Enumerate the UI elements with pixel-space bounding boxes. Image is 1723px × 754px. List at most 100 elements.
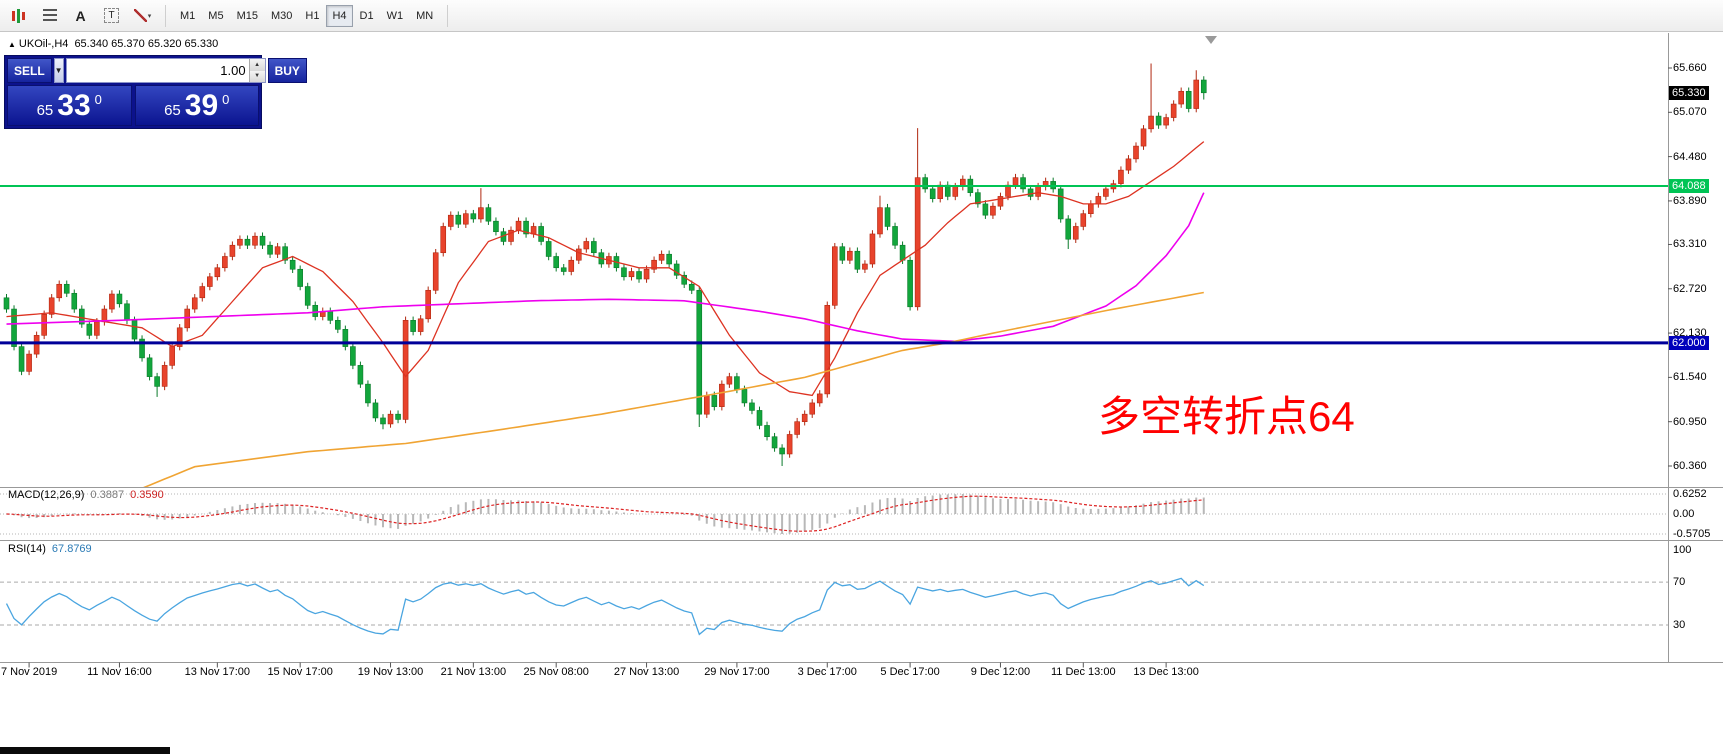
price-axis-label: 63.890 [1673,194,1707,207]
timeframe-m1[interactable]: M1 [174,5,201,27]
toolbar-separator [447,4,449,27]
time-axis-label: 13 Nov 17:00 [184,666,251,678]
one-click-trade-panel: SELL ▼ ▲ ▼ BUY 65 33 0 65 39 0 [4,55,307,129]
trade-panel-controls: SELL ▼ ▲ ▼ BUY [7,58,307,83]
rsi-value: 67.8769 [51,543,92,555]
chart-marker-icon: ▲ [8,40,16,49]
time-axis-label: 25 Nov 08:00 [523,666,589,678]
time-axis-label: 13 Dec 13:00 [1133,666,1199,678]
macd-axis-label: 0.6252 [1673,488,1707,500]
timeframe-w1[interactable]: W1 [381,5,410,27]
price-axis-label: 62.720 [1673,282,1707,295]
chart-ohlc-values: 65.340 65.370 65.320 65.330 [74,38,219,50]
blue-level-badge: 62.000 [1669,335,1709,350]
stepper-down-icon[interactable]: ▼ [249,70,265,82]
candlestick-style-icon[interactable] [4,3,33,29]
macd-histogram [13,494,1205,534]
dropdown-caret-icon: ▾ [147,12,152,20]
chart-symbol-period: UKOil-,H4 [18,38,69,50]
rsi-line [5,577,1205,636]
macd-signal-value: 0.3590 [130,489,164,501]
ma-mid-magenta [6,192,1205,343]
rsi-axis-label: 70 [1673,576,1686,589]
price-axis-label: 64.480 [1673,150,1707,163]
macd-axis-label: 0.00 [1673,508,1695,520]
sell-button[interactable]: SELL [7,58,52,83]
volume-field: ▲ ▼ [65,58,266,83]
rsi-axis-label: 30 [1673,618,1686,631]
time-axis-label: 11 Dec 13:00 [1050,666,1116,678]
time-axis-label: 3 Dec 17:00 [797,666,857,678]
trade-panel-prices: 65 33 0 65 39 0 [7,85,259,126]
price-axis-label: 63.310 [1673,238,1707,251]
timeframe-h4[interactable]: H4 [326,4,353,27]
indicator-list-icon[interactable] [35,3,64,29]
bottom-edge-bar [0,747,170,754]
sell-price-big: 33 [57,89,91,122]
price-axis-label: 60.360 [1673,459,1707,472]
toolbar: A T ▾ M1 M5 M15 M30 H1 H4 D1 W1 MN [0,0,1723,32]
chart-text-annotation: 多空转折点64 [1098,393,1355,440]
rsi-axis-label: 100 [1673,544,1692,556]
chevron-down-icon: ▼ [54,66,63,75]
timeframe-mn[interactable]: MN [410,5,439,27]
timeframe-m15[interactable]: M15 [231,5,264,27]
text-label-icon[interactable]: A [66,3,95,29]
price-axis-label: 65.660 [1673,62,1707,74]
timeframe-m30[interactable]: M30 [265,5,298,27]
timeframe-bar: M1 M5 M15 M30 H1 H4 D1 W1 MN [174,4,439,27]
chart-header: ▲ UKOil-,H4 65.340 65.370 65.320 65.330 [8,38,218,50]
order-type-dropdown[interactable]: ▼ [53,58,64,83]
green-level-badge: 64.088 [1669,179,1709,194]
buy-price-base: 65 [164,102,181,119]
volume-input[interactable] [66,59,249,82]
mini-candle [17,8,20,23]
macd-name: MACD(12,26,9) [8,489,85,501]
time-axis-label: 7 Nov 2019 [0,666,58,678]
time-axis-label: 11 Nov 16:00 [87,666,152,678]
buy-price-sup: 0 [222,92,230,107]
letter-t-glyph: T [104,8,119,23]
time-axis-label: 15 Nov 17:00 [267,666,333,678]
sell-price-base: 65 [36,102,54,119]
time-axis-label: 19 Nov 13:00 [357,666,424,678]
timeframe-m5[interactable]: M5 [202,5,229,27]
price-axis-label: 61.540 [1673,371,1707,384]
buy-price-button[interactable]: 65 39 0 [134,85,259,126]
timeframe-h1[interactable]: H1 [299,5,325,27]
macd-main-value: 0.3887 [90,489,125,501]
price-axis-label: 60.950 [1673,415,1707,428]
text-box-icon[interactable]: T [97,3,126,29]
sell-price-sup: 0 [94,92,102,107]
stepper-up-icon[interactable]: ▲ [249,59,265,71]
macd-label: MACD(12,26,9) 0.3887 0.3590 [8,489,164,501]
trendline-glyph [133,9,147,22]
letter-a-glyph: A [75,7,86,24]
current-price-badge: 65.330 [1669,85,1709,100]
price-axis-label: 65.070 [1673,106,1707,119]
ma-slow-yellow [141,291,1204,488]
buy-price-big: 39 [184,89,219,122]
line-studies-icon[interactable]: ▾ [128,3,157,29]
candles-layer [3,63,1207,466]
list-lines-glyph [42,9,57,22]
time-axis-label: 5 Dec 17:00 [880,666,940,678]
time-axis-label: 9 Dec 12:00 [970,666,1031,678]
time-axis-label: 29 Nov 17:00 [704,666,770,678]
time-axis-label: 27 Nov 13:00 [613,666,680,678]
volume-stepper: ▲ ▼ [248,59,265,82]
buy-button[interactable]: BUY [267,58,307,83]
macd-axis-label: -0.5705 [1673,528,1711,540]
toolbar-separator [165,4,166,27]
mini-candle [22,11,25,20]
rsi-label: RSI(14) 67.8769 [8,543,92,555]
chart-shift-marker [1205,36,1217,44]
ma-fast-red [6,141,1205,397]
time-axis-label: 21 Nov 13:00 [440,666,507,678]
rsi-name: RSI(14) [8,543,46,555]
mini-candle [12,10,15,21]
sell-price-button[interactable]: 65 33 0 [7,85,132,126]
timeframe-d1[interactable]: D1 [354,5,380,27]
